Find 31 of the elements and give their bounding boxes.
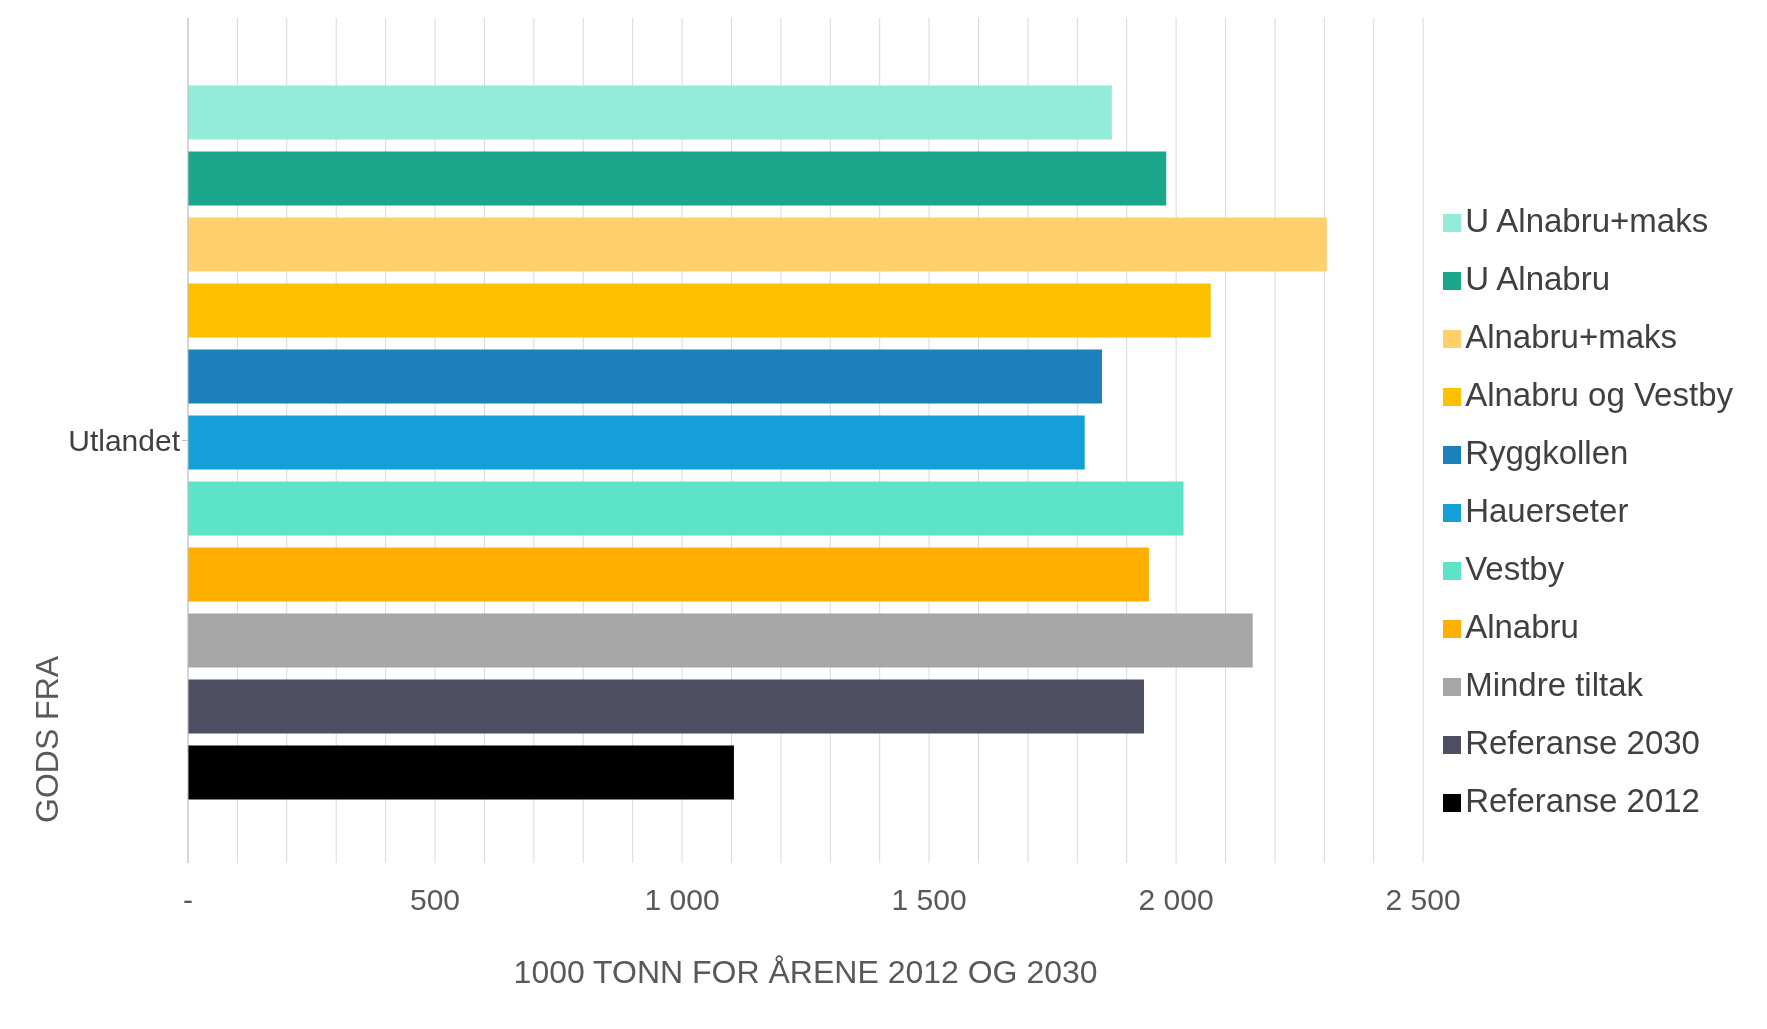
legend-label: Vestby: [1465, 549, 1565, 587]
bar: [188, 283, 1211, 338]
x-tick-label: 2 000: [1138, 883, 1214, 917]
x-tick-label: 2 500: [1385, 883, 1461, 917]
bar: [188, 481, 1184, 536]
legend-label: Alnabru: [1465, 607, 1579, 645]
x-axis-title: 1000 TONN FOR ÅRENE 2012 OG 2030: [513, 954, 1098, 990]
legend-label: Alnabru+maks: [1465, 317, 1677, 355]
x-tick-label: 1 500: [891, 883, 967, 917]
x-tick-label: 500: [410, 883, 461, 917]
x-tick-label: 1 000: [644, 883, 720, 917]
bar: [188, 679, 1144, 734]
y-tick-label: Utlandet: [68, 424, 181, 458]
bar: [188, 613, 1253, 668]
bar: [188, 217, 1327, 272]
bar: [188, 349, 1102, 404]
x-tick-label: -: [183, 883, 193, 917]
y-axis-title: GODS FRA: [29, 655, 65, 823]
bar: [188, 547, 1149, 602]
legend-label: Referanse 2012: [1465, 781, 1700, 819]
bar: [188, 745, 734, 800]
legend-label: U Alnabru+maks: [1465, 201, 1709, 239]
legend-label: Ryggkollen: [1465, 433, 1629, 471]
legend-label: U Alnabru: [1465, 259, 1611, 297]
bar: [188, 85, 1112, 140]
legend-label: Mindre tiltak: [1465, 665, 1644, 703]
bar: [188, 151, 1167, 206]
bar: [188, 415, 1085, 470]
legend-label: Hauerseter: [1465, 491, 1629, 529]
legend-label: Referanse 2030: [1465, 723, 1700, 761]
legend-label: Alnabru og Vestby: [1465, 375, 1733, 413]
